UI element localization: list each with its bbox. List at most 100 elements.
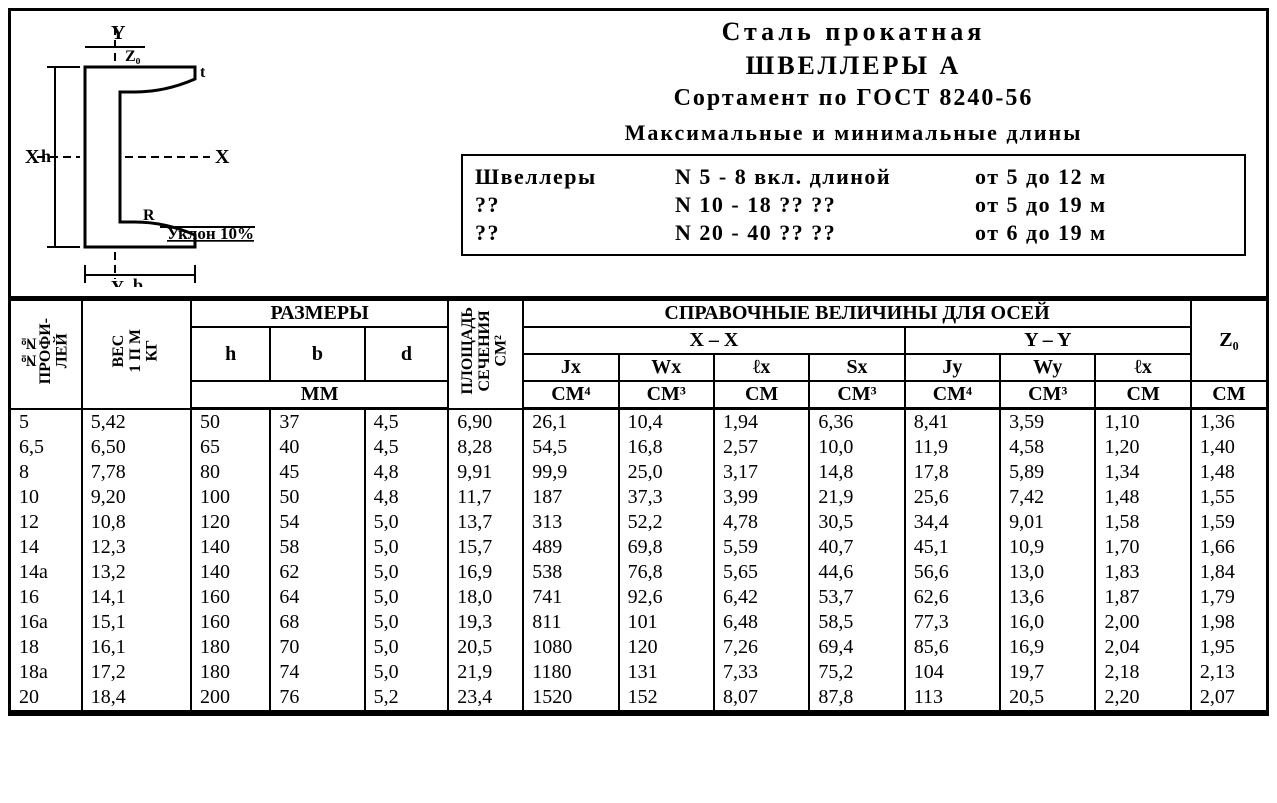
table-cell: 14a — [11, 560, 82, 585]
table-row: 87,7880454,89,9199,925,03,1714,817,85,89… — [11, 460, 1266, 485]
table-cell: 5 — [11, 409, 82, 436]
hdr-ref: СПРАВОЧНЫЕ ВЕЛИЧИНЫ ДЛЯ ОСЕЙ — [523, 300, 1191, 327]
table-cell: 10,8 — [82, 510, 191, 535]
table-cell: 8,41 — [905, 409, 1000, 436]
table-cell: 2,57 — [714, 435, 809, 460]
table-cell: 14,8 — [809, 460, 904, 485]
table-cell: 16,9 — [448, 560, 523, 585]
title-line-3: Сортамент по ГОСТ 8240-56 — [451, 85, 1256, 112]
table-cell: 489 — [523, 535, 618, 560]
table-cell: 1,10 — [1095, 409, 1190, 436]
table-cell: 313 — [523, 510, 618, 535]
table-cell: 56,6 — [905, 560, 1000, 585]
table-cell: 74 — [270, 660, 364, 685]
table-cell: 1,98 — [1191, 610, 1266, 635]
table-cell: 6,36 — [809, 409, 904, 436]
table-cell: 2,18 — [1095, 660, 1190, 685]
table-cell: 13,7 — [448, 510, 523, 535]
dim-t: t — [200, 64, 206, 81]
table-cell: 113 — [905, 685, 1000, 712]
table-cell: 34,4 — [905, 510, 1000, 535]
table-cell: 180 — [191, 660, 270, 685]
hdr-jx: Jx — [523, 354, 618, 381]
table-cell: 1,48 — [1095, 485, 1190, 510]
table-cell: 1,48 — [1191, 460, 1266, 485]
table-cell: 6,48 — [714, 610, 809, 635]
table-cell: 3,99 — [714, 485, 809, 510]
title-line-4: Максимальные и минимальные длины — [451, 120, 1256, 146]
length-row: ?? N 10 - 18 ?? ?? от 5 до 19 м — [475, 192, 1232, 218]
table-cell: 538 — [523, 560, 618, 585]
table-cell: 16,0 — [1000, 610, 1095, 635]
table-cell: 4,8 — [365, 460, 449, 485]
table-cell: 12 — [11, 510, 82, 535]
table-cell: 7,78 — [82, 460, 191, 485]
table-cell: 152 — [619, 685, 714, 712]
table-cell: 7,33 — [714, 660, 809, 685]
table-cell: 2,20 — [1095, 685, 1190, 712]
table-cell: 3,17 — [714, 460, 809, 485]
table-cell: 5,0 — [365, 535, 449, 560]
table-cell: 1080 — [523, 635, 618, 660]
hdr-z0: Z₀ — [1191, 300, 1266, 381]
table-cell: 5,89 — [1000, 460, 1095, 485]
table-cell: 11,7 — [448, 485, 523, 510]
section-diagram: Y Y X X h b Z₀ t R Уклон 10% — [11, 11, 441, 296]
table-cell: 1,58 — [1095, 510, 1190, 535]
table-cell: 50 — [270, 485, 364, 510]
table-cell: 160 — [191, 610, 270, 635]
table-cell: 64 — [270, 585, 364, 610]
table-cell: 140 — [191, 560, 270, 585]
table-cell: 5,59 — [714, 535, 809, 560]
table-cell: 9,91 — [448, 460, 523, 485]
table-cell: 4,78 — [714, 510, 809, 535]
table-cell: 5,0 — [365, 510, 449, 535]
table-cell: 16a — [11, 610, 82, 635]
table-cell: 1,20 — [1095, 435, 1190, 460]
table-cell: 1,84 — [1191, 560, 1266, 585]
table-cell: 1,34 — [1095, 460, 1190, 485]
engineering-sheet: Y Y X X h b Z₀ t R Уклон 10% Сталь прока… — [8, 8, 1269, 716]
table-cell: 62,6 — [905, 585, 1000, 610]
hdr-xx: X – X — [523, 327, 905, 354]
table-cell: 2,13 — [1191, 660, 1266, 685]
table-cell: 80 — [191, 460, 270, 485]
table-cell: 12,3 — [82, 535, 191, 560]
table-cell: 100 — [191, 485, 270, 510]
table-cell: 11,9 — [905, 435, 1000, 460]
table-cell: 2,04 — [1095, 635, 1190, 660]
table-cell: 62 — [270, 560, 364, 585]
table-cell: 13,2 — [82, 560, 191, 585]
table-row: 2018,4200765,223,415201528,0787,811320,5… — [11, 685, 1266, 712]
top-section: Y Y X X h b Z₀ t R Уклон 10% Сталь прока… — [11, 11, 1266, 299]
table-cell: 15,7 — [448, 535, 523, 560]
table-cell: 4,5 — [365, 409, 449, 436]
table-cell: 21,9 — [448, 660, 523, 685]
table-cell: 187 — [523, 485, 618, 510]
table-cell: 5,0 — [365, 560, 449, 585]
table-cell: 99,9 — [523, 460, 618, 485]
dim-h: h — [41, 146, 51, 166]
table-cell: 5,0 — [365, 585, 449, 610]
table-cell: 14 — [11, 535, 82, 560]
table-cell: 1,66 — [1191, 535, 1266, 560]
dim-R: R — [143, 207, 155, 224]
table-cell: 200 — [191, 685, 270, 712]
table-cell: 1,36 — [1191, 409, 1266, 436]
table-cell: 13,0 — [1000, 560, 1095, 585]
title-block: Сталь прокатная ШВЕЛЛЕРЫ А Сортамент по … — [441, 11, 1266, 296]
table-row: 1210,8120545,013,731352,24,7830,534,49,0… — [11, 510, 1266, 535]
hdr-b: b — [270, 327, 364, 381]
table-cell: 20 — [11, 685, 82, 712]
hdr-sx: Sx — [809, 354, 904, 381]
table-cell: 16,9 — [1000, 635, 1095, 660]
unit-cm: СМ — [1191, 381, 1266, 409]
table-cell: 741 — [523, 585, 618, 610]
table-cell: 8,28 — [448, 435, 523, 460]
table-row: 109,20100504,811,718737,33,9921,925,67,4… — [11, 485, 1266, 510]
table-cell: 85,6 — [905, 635, 1000, 660]
hdr-yy: Y – Y — [905, 327, 1191, 354]
table-cell: 13,6 — [1000, 585, 1095, 610]
channel-table: №№ПРОФИ-ЛЕЙ ВЕС1 П МКГ РАЗМЕРЫ ПЛОЩАДЬСЕ… — [11, 299, 1266, 713]
length-range-box: Швеллеры N 5 - 8 вкл. длиной от 5 до 12 … — [461, 154, 1246, 256]
